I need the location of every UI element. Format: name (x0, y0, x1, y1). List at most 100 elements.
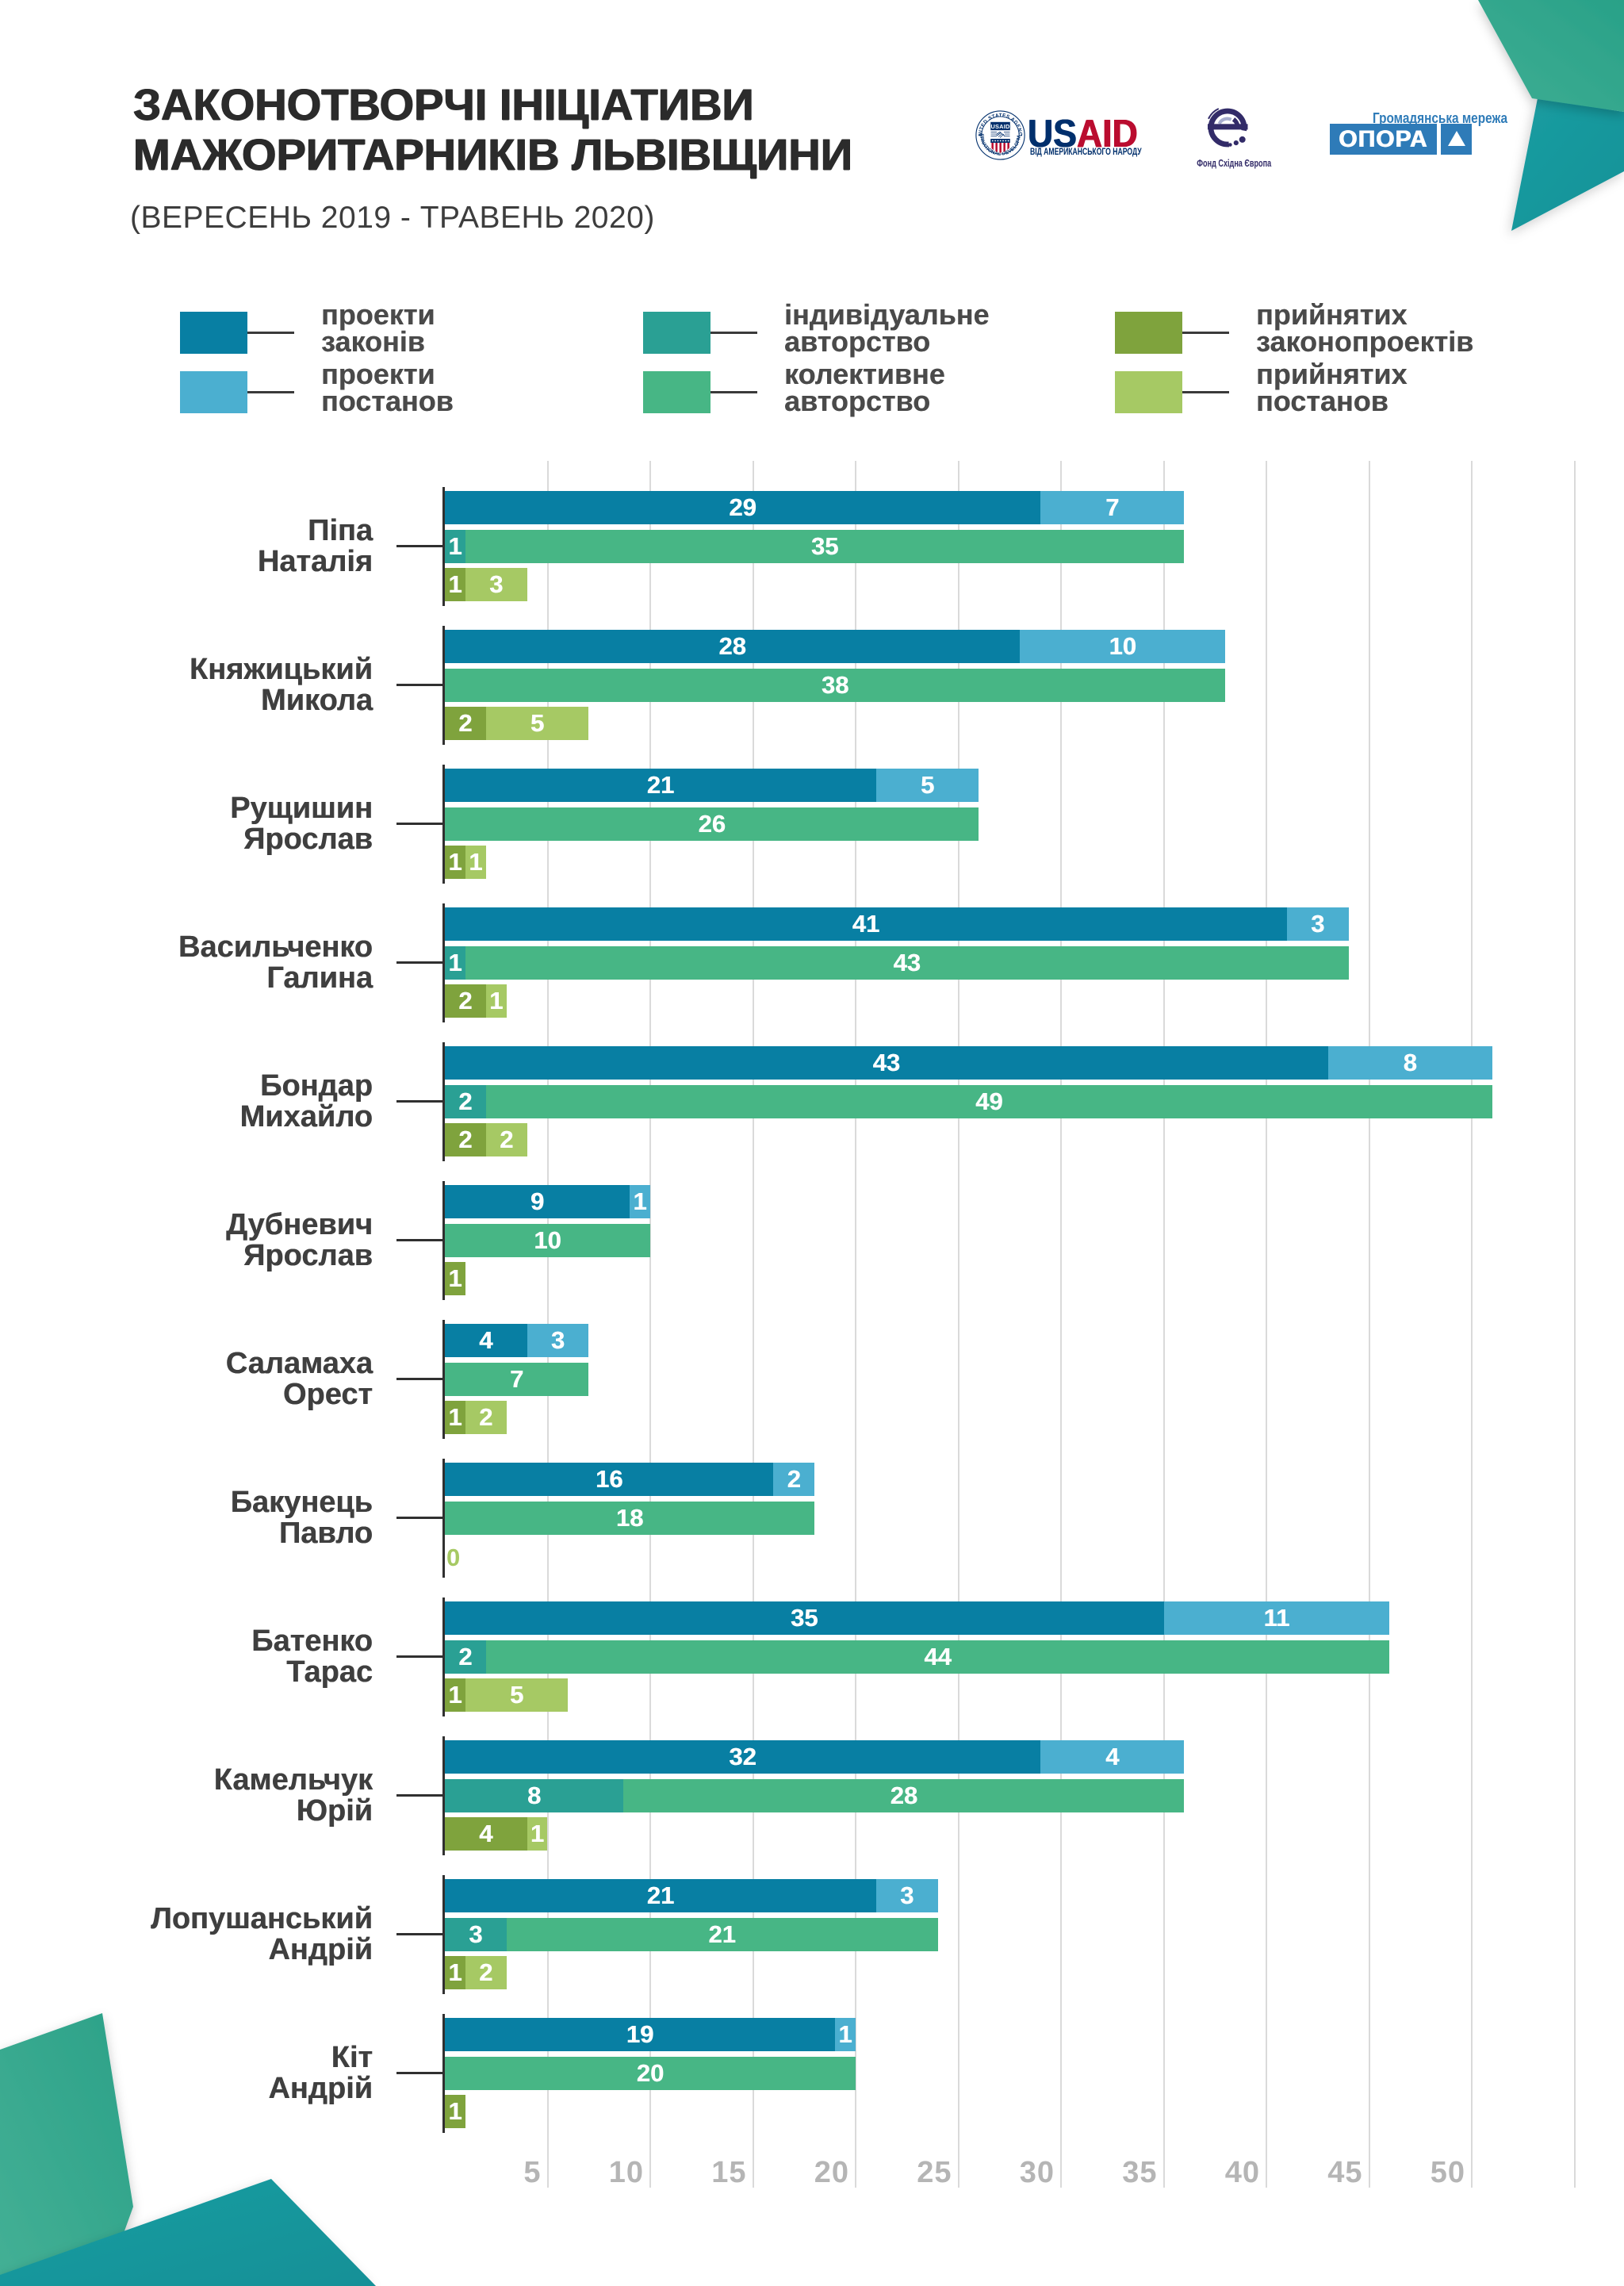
person-name: Дубневич Ярослав (225, 1208, 373, 1272)
bar-group-1: Піпа Наталія 29 7 1 35 1 3 (0, 487, 1624, 610)
axis-tick (442, 903, 445, 1022)
bar-group-7: Саламаха Орест 4 3 7 1 2 (0, 1320, 1624, 1443)
usaid-tagline: ВІД АМЕРИКАНСЬКОГО НАРОДУ (1030, 148, 1142, 157)
axis-tick (442, 1598, 445, 1716)
bar-value-label: 8 (1403, 1049, 1417, 1076)
person-name: Рущишин Ярослав (230, 792, 373, 856)
person-name: Батенко Тарас (251, 1624, 373, 1689)
bar-segment-adopted_laws: 2 (445, 707, 486, 740)
person-name: Піпа Наталія (257, 514, 373, 578)
bar-segment-laws: 4 (445, 1324, 527, 1357)
legend-swatch-individual (643, 312, 710, 354)
bar-value-label: 2 (500, 1126, 514, 1153)
gridline-35 (1162, 461, 1165, 2188)
legend-label-individual: індивідуальне авторство (784, 298, 990, 358)
name-connector-line (396, 2072, 442, 2074)
name-connector-line (396, 684, 442, 686)
name-connector-line (396, 1100, 442, 1103)
bar-value-label: 35 (791, 1604, 818, 1632)
bar-value-label: 2 (458, 1126, 473, 1153)
bar-value-label: 21 (708, 1920, 736, 1948)
bar-value-label: 49 (975, 1087, 1003, 1115)
bar-value-label: 21 (646, 1881, 675, 1909)
bar-segment-resolutions: 4 (1040, 1740, 1185, 1774)
bar-value-label: 29 (729, 493, 756, 521)
bar-segment-individual: 3 (445, 1917, 507, 1951)
usaid-seal-icon: UNITED STATES AGENCY INTERNATIONAL DEVEL… (975, 110, 1025, 160)
bar-value-label: 43 (893, 948, 921, 976)
x-axis-label-20: 20 (814, 2156, 849, 2189)
opora-name-box: ОПОРА (1330, 124, 1437, 155)
bar-value-label: 1 (448, 1264, 462, 1292)
name-connector-line (396, 1378, 442, 1380)
name-connector-line (396, 545, 442, 547)
name-connector-line (396, 1517, 442, 1519)
x-axis-label-25: 25 (917, 2156, 952, 2189)
bar-value-label: 21 (646, 771, 675, 799)
bar-segment-adopted_laws: 1 (445, 1956, 465, 1989)
bar-value-label: 3 (1311, 910, 1325, 938)
bar-value-label: 1 (448, 848, 462, 876)
bar-group-12: Кіт Андрій 19 1 20 1 (0, 2014, 1624, 2137)
person-name: Васильченко Галина (178, 930, 373, 995)
axis-tick (442, 1736, 445, 1855)
bar-value-label: 1 (530, 1820, 545, 1847)
bar-segment-resolutions: 7 (1040, 491, 1185, 524)
bar-segment-adopted_laws: 4 (445, 1817, 527, 1851)
name-connector-line (396, 1794, 442, 1797)
bar-group-8: Бакунець Павло 16 2 18 0 (0, 1459, 1624, 1582)
legend-swatch-laws (180, 312, 247, 354)
axis-tick (442, 1181, 445, 1300)
bar-value-label: 26 (698, 809, 726, 838)
legend-label-collective: колективне авторство (784, 358, 945, 417)
bar-segment-laws: 35 (445, 1601, 1164, 1635)
page-title: ЗАКОНОТВОРЧІ ІНІЦІАТИВИ МАЖОРИТАРНИКІВ Л… (133, 79, 852, 179)
bar-segment-adopted_resolutions: 2 (465, 1401, 507, 1434)
bar-value-label: 2 (479, 1958, 493, 1986)
bar-segment-collective: 21 (506, 1917, 938, 1951)
bar-group-5: Бондар Михайло 43 8 2 49 2 2 (0, 1042, 1624, 1165)
bar-value-label: 1 (838, 2020, 852, 2048)
person-name: Княжицький Микола (189, 653, 373, 717)
legend-swatch-adopted_laws (1115, 312, 1182, 354)
legend-connector-line (710, 391, 757, 393)
name-connector-line (396, 1655, 442, 1658)
bar-segment-individual: 2 (445, 1084, 486, 1118)
bar-value-label: 11 (1263, 1604, 1290, 1632)
x-axis-label-40: 40 (1224, 2156, 1260, 2189)
gridline-55 (1573, 461, 1576, 2188)
bar-segment-individual: 2 (445, 1640, 486, 1674)
gridline-20 (855, 461, 856, 2188)
gridline-50 (1471, 461, 1473, 2188)
bar-segment-collective: 18 (445, 1501, 815, 1535)
bar-segment-resolutions: 8 (1327, 1046, 1492, 1080)
bar-segment-adopted_laws: 1 (445, 1262, 465, 1295)
bar-segment-adopted_resolutions: 5 (465, 1678, 569, 1712)
gridline-25 (957, 461, 959, 2188)
bar-value-label: 2 (458, 1087, 473, 1115)
bar-value-label: 3 (469, 1920, 483, 1948)
bar-segment-laws: 21 (445, 1879, 876, 1912)
bar-value-label: 7 (510, 1364, 524, 1393)
bar-value-label: 44 (924, 1642, 952, 1670)
x-axis-label-5: 5 (523, 2156, 542, 2189)
bar-segment-individual: 1 (445, 945, 465, 980)
name-connector-line (396, 1239, 442, 1241)
bar-value-label: 10 (1109, 632, 1136, 660)
bar-value-label: 1 (448, 570, 462, 598)
bar-segment-laws: 28 (445, 630, 1021, 663)
axis-tick (442, 1875, 445, 1994)
east-europe-foundation-logo: Фонд Східна Європа (1197, 102, 1293, 169)
legend-swatch-collective (643, 371, 710, 413)
bar-value-label: 32 (729, 1743, 756, 1770)
bar-value-label: 7 (1105, 493, 1120, 521)
bar-segment-resolutions: 10 (1020, 630, 1226, 663)
opora-triangle-icon (1447, 131, 1465, 146)
east-europe-foundation-icon (1208, 108, 1248, 148)
legend-connector-line (710, 332, 757, 334)
legend-swatch-adopted_resolutions (1115, 371, 1182, 413)
bar-segment-adopted_laws: 2 (445, 984, 486, 1018)
bar-segment-resolutions: 5 (875, 769, 979, 802)
svg-text:USAID: USAID (991, 123, 1010, 130)
bar-value-label: 28 (890, 1781, 918, 1809)
